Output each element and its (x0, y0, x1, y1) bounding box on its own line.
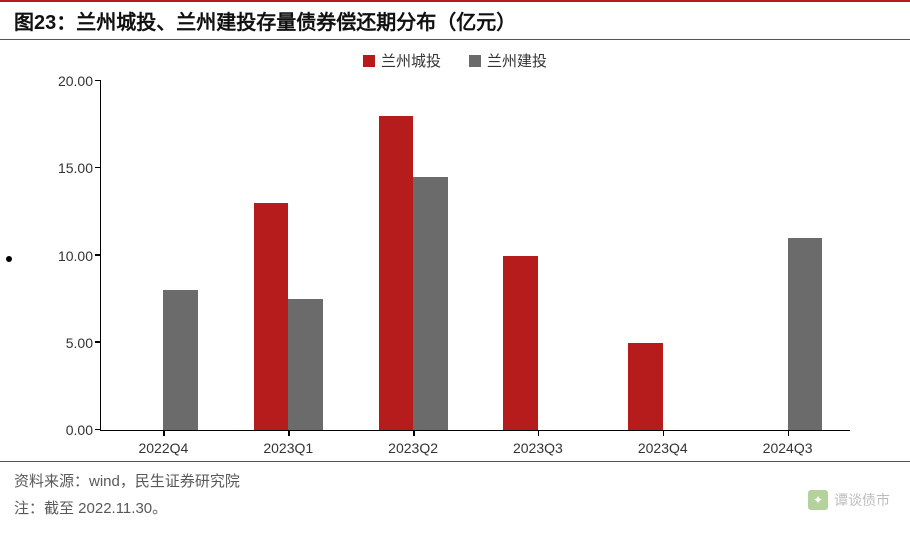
legend-label-1: 兰州建投 (487, 50, 547, 71)
plot-area: 0.005.0010.0015.0020.002022Q42023Q12023Q… (100, 81, 850, 431)
footer-source: 资料来源：wind，民生证券研究院 (14, 468, 896, 495)
bar (288, 299, 322, 430)
x-tick-mark (538, 430, 540, 436)
y-tick-label: 0.00 (41, 422, 93, 438)
watermark: ✦ 谭谈债市 (808, 490, 890, 510)
bar (788, 238, 822, 430)
y-tick-label: 5.00 (41, 335, 93, 351)
y-tick-mark (95, 80, 101, 82)
x-tick-label: 2023Q1 (263, 440, 313, 456)
legend-swatch-1 (469, 55, 481, 67)
chart-title: 图23：兰州城投、兰州建投存量债券偿还期分布（亿元） (14, 12, 516, 34)
footer: 资料来源：wind，民生证券研究院 注：截至 2022.11.30。 (0, 461, 910, 528)
wechat-icon: ✦ (808, 490, 828, 510)
y-tick-label: 10.00 (41, 248, 93, 264)
y-tick-mark (95, 341, 101, 343)
y-tick-mark (95, 167, 101, 169)
x-tick-label: 2023Q2 (388, 440, 438, 456)
bar (254, 203, 288, 430)
y-tick-label: 20.00 (41, 73, 93, 89)
legend-label-0: 兰州城投 (381, 50, 441, 71)
x-tick-mark (413, 430, 415, 436)
x-tick-mark (163, 430, 165, 436)
x-tick-mark (288, 430, 290, 436)
legend-swatch-0 (363, 55, 375, 67)
bar (413, 177, 447, 430)
bar (503, 256, 537, 431)
x-tick-label: 2022Q4 (138, 440, 188, 456)
bar (628, 343, 662, 430)
footer-note: 注：截至 2022.11.30。 (14, 495, 896, 522)
x-tick-label: 2023Q4 (638, 440, 688, 456)
y-tick-mark (95, 429, 101, 431)
decorative-dot (6, 256, 12, 262)
x-tick-label: 2024Q3 (763, 440, 813, 456)
legend-item-0: 兰州城投 (363, 50, 441, 71)
y-tick-mark (95, 254, 101, 256)
y-tick-label: 15.00 (41, 160, 93, 176)
legend-item-1: 兰州建投 (469, 50, 547, 71)
watermark-text: 谭谈债市 (834, 490, 890, 510)
x-tick-mark (663, 430, 665, 436)
x-tick-label: 2023Q3 (513, 440, 563, 456)
chart-area: 0.005.0010.0015.0020.002022Q42023Q12023Q… (100, 81, 850, 461)
bar (379, 116, 413, 430)
legend: 兰州城投 兰州建投 (0, 50, 910, 71)
bar (163, 290, 197, 430)
chart-title-bar: 图23：兰州城投、兰州建投存量债券偿还期分布（亿元） (0, 0, 910, 40)
x-tick-mark (788, 430, 790, 436)
